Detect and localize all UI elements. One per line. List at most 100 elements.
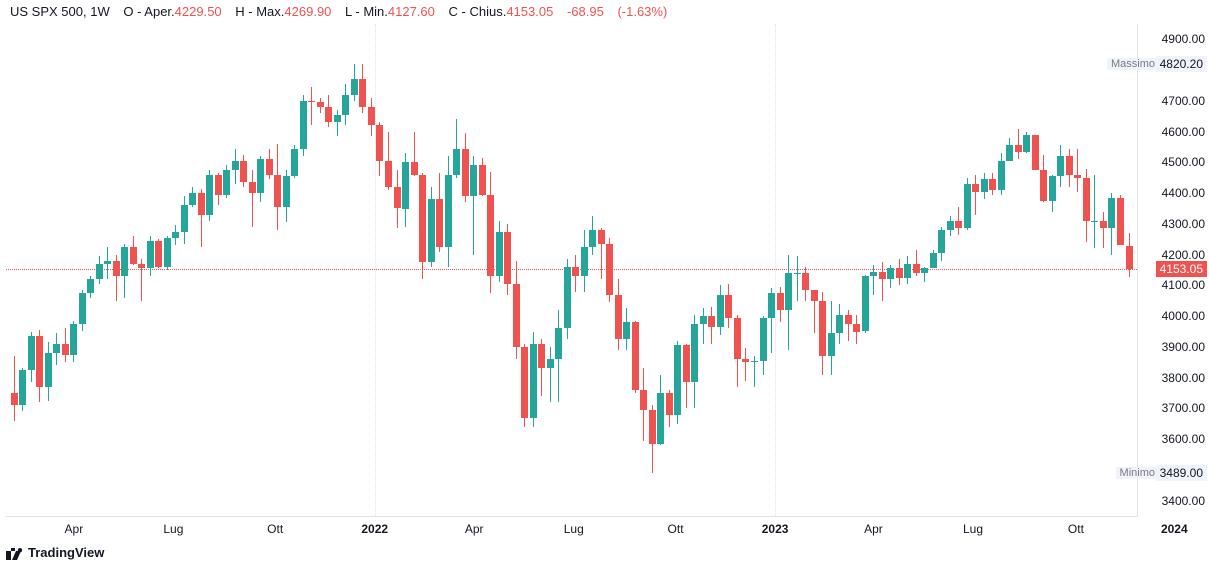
candle[interactable] (317, 24, 324, 516)
candle[interactable] (777, 24, 784, 516)
candle[interactable] (947, 24, 954, 516)
candle[interactable] (972, 24, 979, 516)
candle[interactable] (453, 24, 460, 516)
candle[interactable] (649, 24, 656, 516)
candle[interactable] (70, 24, 77, 516)
candle[interactable] (717, 24, 724, 516)
candle[interactable] (470, 24, 477, 516)
candle[interactable] (683, 24, 690, 516)
candle[interactable] (257, 24, 264, 516)
candle[interactable] (538, 24, 545, 516)
candle[interactable] (862, 24, 869, 516)
candle[interactable] (1057, 24, 1064, 516)
candle[interactable] (62, 24, 69, 516)
candle[interactable] (964, 24, 971, 516)
candle[interactable] (1040, 24, 1047, 516)
candle[interactable] (572, 24, 579, 516)
candle[interactable] (198, 24, 205, 516)
candle[interactable] (674, 24, 681, 516)
candle[interactable] (725, 24, 732, 516)
candle[interactable] (1015, 24, 1022, 516)
candle[interactable] (402, 24, 409, 516)
candle[interactable] (496, 24, 503, 516)
candle[interactable] (666, 24, 673, 516)
candle[interactable] (223, 24, 230, 516)
candle[interactable] (1108, 24, 1115, 516)
candle[interactable] (564, 24, 571, 516)
candle[interactable] (938, 24, 945, 516)
candle[interactable] (606, 24, 613, 516)
candle[interactable] (249, 24, 256, 516)
candle[interactable] (240, 24, 247, 516)
chart-plot[interactable] (6, 24, 1138, 517)
candle[interactable] (547, 24, 554, 516)
candle[interactable] (36, 24, 43, 516)
candle[interactable] (581, 24, 588, 516)
candle[interactable] (836, 24, 843, 516)
candle[interactable] (1100, 24, 1107, 516)
candle[interactable] (981, 24, 988, 516)
candle[interactable] (189, 24, 196, 516)
candle[interactable] (206, 24, 213, 516)
candle[interactable] (138, 24, 145, 516)
candle[interactable] (181, 24, 188, 516)
candle[interactable] (121, 24, 128, 516)
candle[interactable] (1126, 24, 1133, 516)
candle[interactable] (913, 24, 920, 516)
attribution[interactable]: TradingView (6, 545, 104, 560)
candle[interactable] (19, 24, 26, 516)
candle[interactable] (479, 24, 486, 516)
candle[interactable] (887, 24, 894, 516)
candle[interactable] (828, 24, 835, 516)
candle[interactable] (96, 24, 103, 516)
candle[interactable] (308, 24, 315, 516)
candle[interactable] (232, 24, 239, 516)
candle[interactable] (904, 24, 911, 516)
candle[interactable] (359, 24, 366, 516)
candle[interactable] (708, 24, 715, 516)
candle[interactable] (419, 24, 426, 516)
candle[interactable] (589, 24, 596, 516)
candle[interactable] (870, 24, 877, 516)
candle[interactable] (1032, 24, 1039, 516)
candle[interactable] (368, 24, 375, 516)
candle[interactable] (376, 24, 383, 516)
candle[interactable] (445, 24, 452, 516)
candle[interactable] (640, 24, 647, 516)
candle[interactable] (742, 24, 749, 516)
candle[interactable] (394, 24, 401, 516)
candle[interactable] (555, 24, 562, 516)
candle[interactable] (998, 24, 1005, 516)
candle[interactable] (266, 24, 273, 516)
candle[interactable] (113, 24, 120, 516)
candle[interactable] (1117, 24, 1124, 516)
candle[interactable] (930, 24, 937, 516)
candle[interactable] (623, 24, 630, 516)
candle[interactable] (411, 24, 418, 516)
candle[interactable] (274, 24, 281, 516)
candle[interactable] (1074, 24, 1081, 516)
candle[interactable] (351, 24, 358, 516)
candle[interactable] (989, 24, 996, 516)
candle[interactable] (172, 24, 179, 516)
candle[interactable] (283, 24, 290, 516)
candle[interactable] (1091, 24, 1098, 516)
candle[interactable] (879, 24, 886, 516)
candle[interactable] (342, 24, 349, 516)
candle[interactable] (734, 24, 741, 516)
candle[interactable] (11, 24, 18, 516)
candle[interactable] (785, 24, 792, 516)
symbol-label[interactable]: US SPX 500, 1W (10, 4, 110, 19)
candle[interactable] (300, 24, 307, 516)
candle[interactable] (487, 24, 494, 516)
candle[interactable] (845, 24, 852, 516)
candle[interactable] (291, 24, 298, 516)
candle[interactable] (436, 24, 443, 516)
candle[interactable] (513, 24, 520, 516)
candle[interactable] (598, 24, 605, 516)
candle[interactable] (428, 24, 435, 516)
candle[interactable] (1066, 24, 1073, 516)
candle[interactable] (530, 24, 537, 516)
candle[interactable] (853, 24, 860, 516)
x-axis[interactable]: AprLugOtt2022AprLugOtt2023AprLugOtt2024 (6, 516, 1137, 538)
